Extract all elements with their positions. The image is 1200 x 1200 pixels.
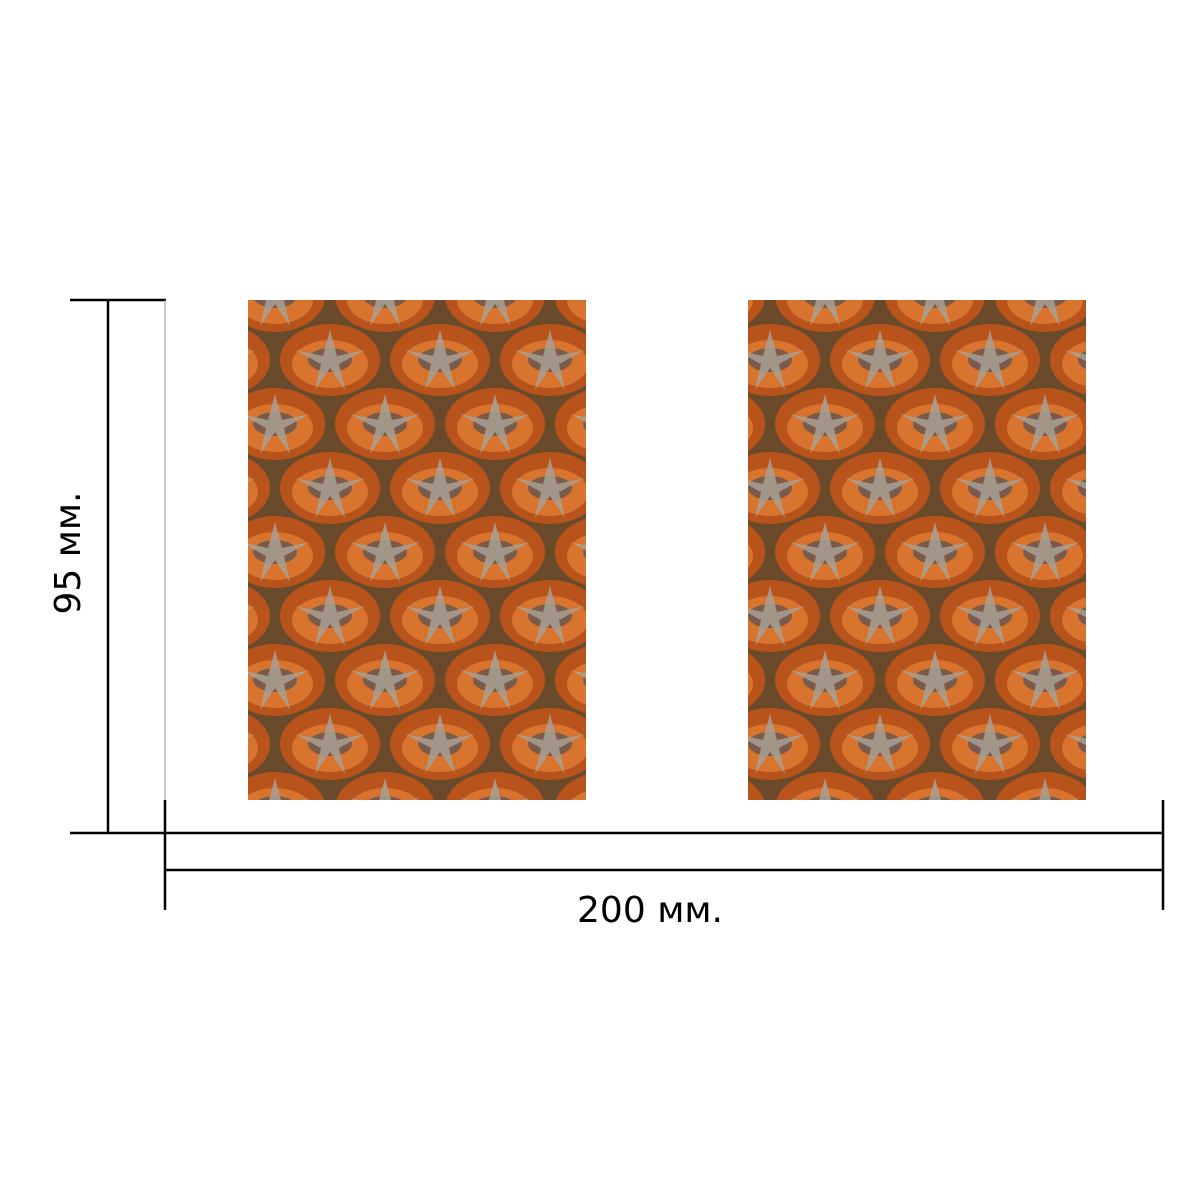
product-panel <box>248 300 586 800</box>
width-dimension: 200 мм. <box>163 800 1165 931</box>
product-panel <box>748 300 1086 800</box>
width-label: 200 мм. <box>577 890 723 931</box>
height-label: 95 мм. <box>48 491 89 614</box>
height-dimension: 95 мм. <box>48 298 166 835</box>
